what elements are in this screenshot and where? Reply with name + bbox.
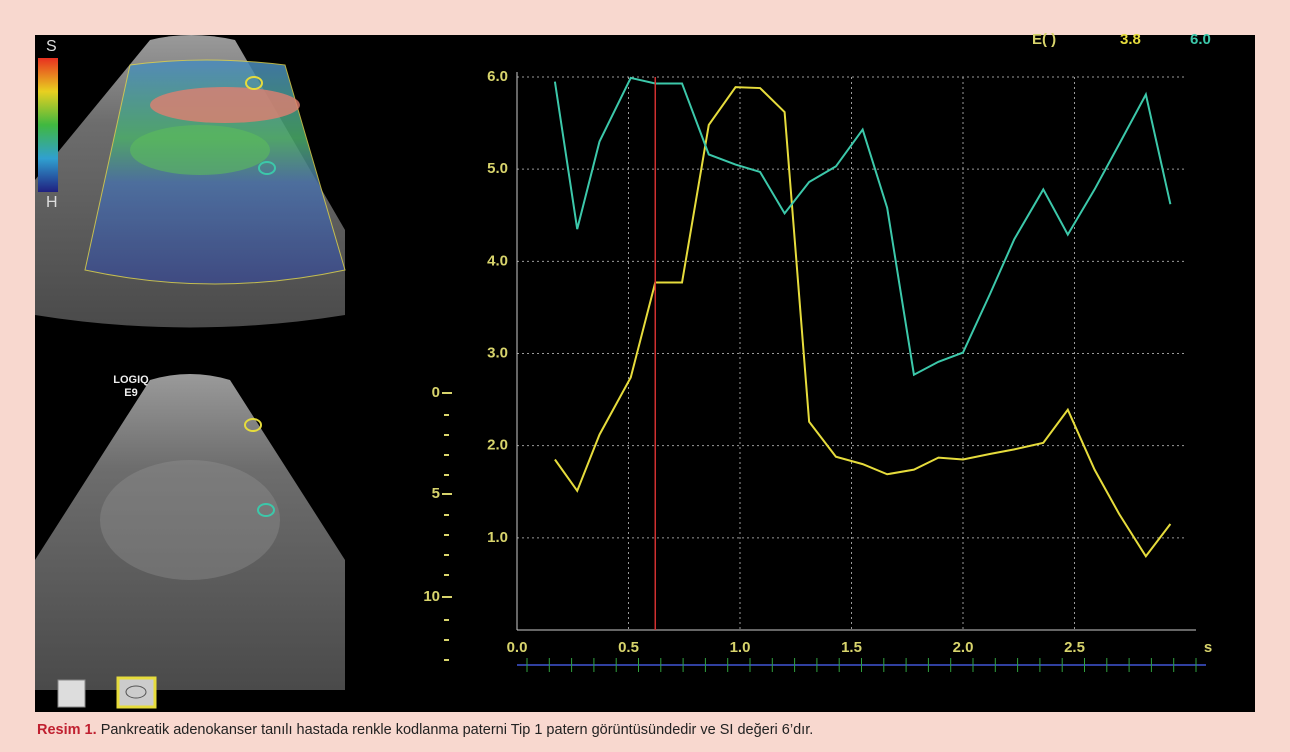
readout-label: E( ) <box>1032 31 1056 48</box>
depth-label: 10 <box>423 588 440 605</box>
y-tick-label: 2.0 <box>487 437 508 454</box>
x-tick-label: 2.0 <box>953 639 974 656</box>
caption-text: Pankreatik adenokanser tanılı hastada re… <box>101 722 814 738</box>
figure: S H LOGIQ E9 0 5 10 E( ) 3.8 6.0 1.0 2.0 3… <box>0 0 1290 752</box>
x-axis-label: s <box>1204 639 1212 656</box>
x-tick-label: 0.0 <box>507 639 528 656</box>
device-name: LOGIQ <box>113 374 149 386</box>
depth-label: 5 <box>432 485 440 502</box>
readout-value: 6.0 <box>1190 31 1211 48</box>
x-tick-label: 0.5 <box>618 639 639 656</box>
x-tick-label: 1.0 <box>730 639 751 656</box>
x-tick-label: 2.5 <box>1064 639 1085 656</box>
y-tick-label: 4.0 <box>487 252 508 269</box>
caption: Resim 1. Pankreatik adenokanser tanılı h… <box>37 722 813 738</box>
readout-value: 3.8 <box>1120 31 1141 48</box>
depth-label: 0 <box>432 384 440 401</box>
caption-label: Resim 1. <box>37 722 97 738</box>
y-tick-label: 1.0 <box>487 529 508 546</box>
y-tick-label: 5.0 <box>487 160 508 177</box>
scale-top: S <box>46 38 57 55</box>
scale-bottom: H <box>46 194 58 211</box>
device-model: E9 <box>124 387 137 399</box>
y-tick-label: 3.0 <box>487 344 508 361</box>
x-tick-label: 1.5 <box>841 639 862 656</box>
y-tick-label: 6.0 <box>487 68 508 85</box>
